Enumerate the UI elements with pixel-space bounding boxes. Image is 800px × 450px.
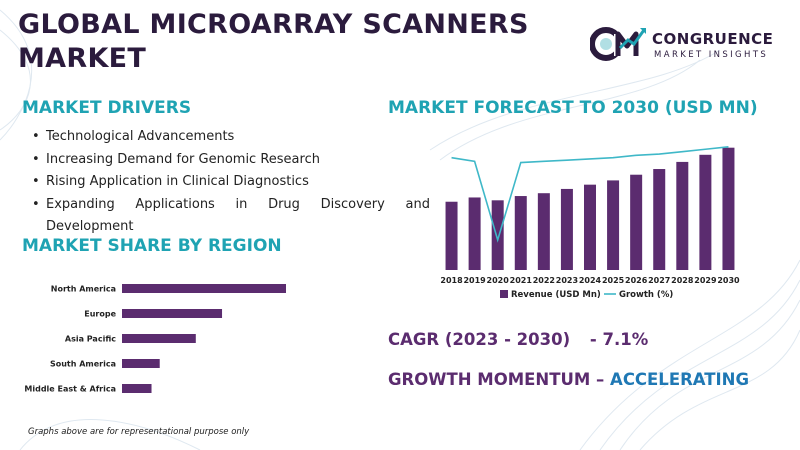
region-share-heading: MARKET SHARE BY REGION [22,236,282,256]
x-tick-label: 2021 [510,276,533,285]
growth-momentum-value: ACCELERATING [610,370,750,389]
growth-momentum-metric: GROWTH MOMENTUM – ACCELERATING [388,370,749,389]
cagr-label: CAGR (2023 - 2030) [388,330,571,349]
x-tick-label: 2024 [579,276,602,285]
revenue-bar [630,174,643,270]
region-bar [122,384,152,393]
revenue-bar [514,196,527,270]
revenue-bar [491,200,504,270]
driver-item: Expanding Applications in Drug Discovery… [30,194,430,239]
revenue-bar [653,169,666,270]
x-tick-label: 2027 [648,276,670,285]
region-label: North America [51,285,116,294]
revenue-bar [722,147,735,270]
region-label: Europe [84,310,116,319]
logo-tagline: MARKET INSIGHTS [654,50,769,60]
driver-item: Technological Advancements [30,126,430,149]
forecast-chart: 2018 2019 2020 2021 2022 2023 2024 2025 2026 2027… [440,146,740,300]
region-label: Middle East & Africa [24,385,116,394]
revenue-bar [468,197,481,270]
x-tick-label: 2019 [463,276,486,285]
growth-momentum-label: GROWTH MOMENTUM – [388,370,605,389]
cagr-metric: CAGR (2023 - 2030) - 7.1% [388,330,648,349]
revenue-bar [676,161,689,270]
logo-company-name: CONGRUENCE [652,30,774,48]
x-tick-label: 2022 [533,276,555,285]
driver-item: Increasing Demand for Genomic Research [30,149,430,172]
x-tick-label: 2018 [440,276,463,285]
x-tick-label: 2025 [602,276,625,285]
company-logo: CONGRUENCE MARKET INSIGHTS [590,22,790,66]
region-label: South America [50,360,116,369]
driver-item: Rising Application in Clinical Diagnosti… [30,171,430,194]
x-tick-label: 2029 [694,276,717,285]
revenue-bar [445,201,458,270]
region-bar [122,334,196,343]
revenue-bar [560,188,573,270]
region-label: Asia Pacific [65,335,116,344]
growth-line [451,146,729,243]
legend-growth-label: Growth (%) [619,290,673,300]
forecast-heading: MARKET FORECAST TO 2030 (USD MN) [388,98,758,118]
legend-revenue-label: Revenue (USD Mn) [511,290,601,300]
x-tick-label: 2030 [717,276,740,285]
logo-mark-icon [590,27,646,61]
region-bar [122,359,160,368]
market-drivers-heading: MARKET DRIVERS [22,98,192,118]
region-bar [122,284,286,293]
revenue-bar [584,184,596,270]
legend-revenue-swatch [500,290,508,298]
page-title: GLOBAL MICROARRAY SCANNERS MARKET [18,9,529,74]
cagr-value: - 7.1% [589,330,649,349]
x-tick-label: 2020 [487,276,510,285]
revenue-bar [699,154,712,270]
footnote: Graphs above are for representational pu… [28,427,250,437]
revenue-bar [537,193,550,270]
x-tick-label: 2026 [625,276,648,285]
region-share-chart: North America Europe Asia Pacific South Ame… [24,284,286,394]
market-drivers-list: Technological Advancements Increasing De… [30,126,430,239]
x-tick-label: 2023 [556,276,578,285]
revenue-bar [607,180,620,270]
region-bar [122,309,223,318]
x-tick-label: 2028 [671,276,694,285]
